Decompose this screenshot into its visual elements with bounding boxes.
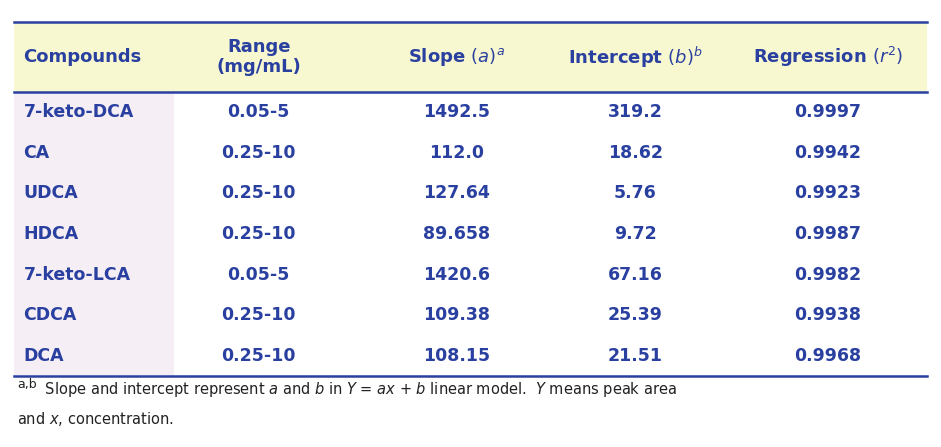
Bar (14, 22, 927, 92)
Text: Intercept $\mathit{(b)}^{\mathit{b}}$: Intercept $\mathit{(b)}^{\mathit{b}}$ (567, 44, 703, 70)
Text: 21.51: 21.51 (608, 347, 662, 365)
Text: Regression $\mathit{(r}^{\mathit{2}}\mathit{)}$: Regression $\mathit{(r}^{\mathit{2}}\mat… (753, 45, 903, 69)
Text: 0.05-5: 0.05-5 (228, 266, 290, 284)
Text: 0.25-10: 0.25-10 (221, 143, 296, 162)
Text: 89.658: 89.658 (423, 225, 490, 243)
Text: and $\mathit{x}$, concentration.: and $\mathit{x}$, concentration. (17, 410, 173, 428)
Text: 109.38: 109.38 (423, 306, 490, 325)
Text: 0.25-10: 0.25-10 (221, 225, 296, 243)
Bar (14, 92, 174, 132)
Text: 0.25-10: 0.25-10 (221, 306, 296, 325)
Bar (14, 214, 174, 254)
Bar (14, 254, 174, 295)
Text: 0.9987: 0.9987 (794, 225, 862, 243)
Text: 0.9938: 0.9938 (794, 306, 862, 325)
Text: 67.16: 67.16 (608, 266, 662, 284)
Text: DCA: DCA (24, 347, 64, 365)
Text: Slope $\mathit{(a)}^{\mathit{a}}$: Slope $\mathit{(a)}^{\mathit{a}}$ (407, 46, 505, 68)
Text: 1492.5: 1492.5 (423, 103, 490, 121)
Text: 0.25-10: 0.25-10 (221, 184, 296, 202)
Bar (14, 173, 174, 214)
Text: 1420.6: 1420.6 (423, 266, 490, 284)
Text: HDCA: HDCA (24, 225, 79, 243)
Text: 112.0: 112.0 (429, 143, 484, 162)
Text: 0.9982: 0.9982 (794, 266, 862, 284)
Text: 5.76: 5.76 (614, 184, 657, 202)
Text: 0.25-10: 0.25-10 (221, 347, 296, 365)
Text: 0.9997: 0.9997 (794, 103, 862, 121)
Bar (14, 295, 174, 336)
Text: 108.15: 108.15 (423, 347, 490, 365)
Text: 0.9923: 0.9923 (794, 184, 862, 202)
Text: Slope and intercept represent $\mathit{a}$ and $\mathit{b}$ in $\mathit{Y}$ = $\: Slope and intercept represent $\mathit{a… (17, 380, 677, 399)
Text: 0.9942: 0.9942 (794, 143, 862, 162)
Text: 18.62: 18.62 (608, 143, 662, 162)
Text: CDCA: CDCA (24, 306, 77, 325)
Text: Range
(mg/mL): Range (mg/mL) (216, 38, 301, 76)
Text: 9.72: 9.72 (614, 225, 657, 243)
Text: 25.39: 25.39 (608, 306, 662, 325)
Text: 0.05-5: 0.05-5 (228, 103, 290, 121)
Text: 7-keto-LCA: 7-keto-LCA (24, 266, 131, 284)
Text: a,b: a,b (17, 378, 37, 391)
Bar (14, 336, 174, 376)
Text: 127.64: 127.64 (423, 184, 490, 202)
Text: CA: CA (24, 143, 50, 162)
Text: 0.9968: 0.9968 (794, 347, 862, 365)
Text: Compounds: Compounds (24, 48, 142, 66)
Text: 319.2: 319.2 (608, 103, 662, 121)
Bar (14, 132, 174, 173)
Text: 7-keto-DCA: 7-keto-DCA (24, 103, 134, 121)
Text: UDCA: UDCA (24, 184, 78, 202)
